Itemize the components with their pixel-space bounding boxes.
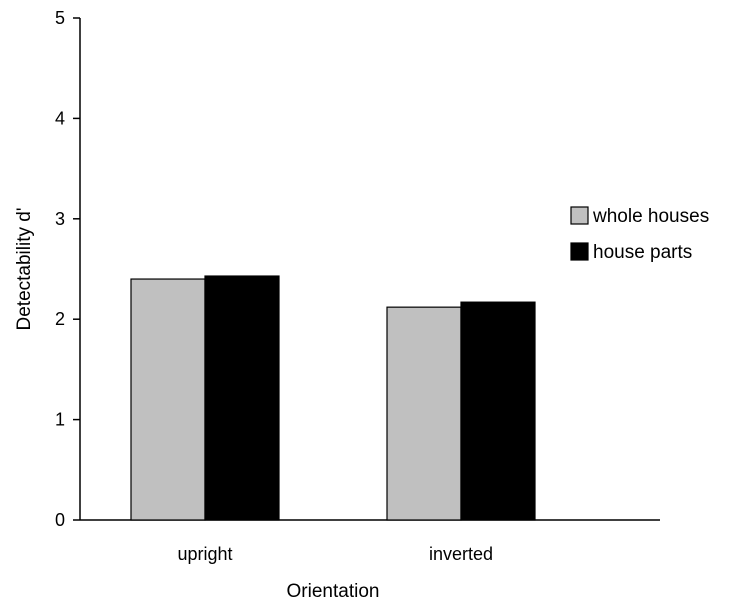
y-tick-label: 0 — [55, 510, 65, 530]
legend: whole houses house parts — [570, 206, 709, 263]
y-axis-title: Detectability d' — [14, 208, 35, 331]
y-ticks: 0 1 2 3 4 5 — [55, 8, 80, 530]
x-axis-title: Orientation — [287, 581, 380, 602]
bars — [130, 275, 536, 521]
bar-whole-houses-upright — [130, 278, 206, 521]
bar-whole-houses-inverted — [386, 306, 462, 521]
legend-swatch — [570, 206, 589, 225]
y-tick-label: 1 — [55, 410, 65, 430]
legend-label: whole houses — [592, 206, 709, 227]
legend-label: house parts — [593, 242, 692, 263]
bar-house-parts-upright — [204, 275, 280, 521]
y-tick-label: 2 — [55, 309, 65, 329]
bar-house-parts-inverted — [460, 301, 536, 521]
x-ticks: upright inverted — [177, 544, 493, 564]
y-tick-label: 3 — [55, 209, 65, 229]
legend-swatch — [570, 242, 589, 261]
x-tick-label: upright — [177, 544, 232, 564]
y-tick-label: 5 — [55, 8, 65, 28]
y-tick-label: 4 — [55, 108, 65, 128]
x-tick-label: inverted — [429, 544, 493, 564]
